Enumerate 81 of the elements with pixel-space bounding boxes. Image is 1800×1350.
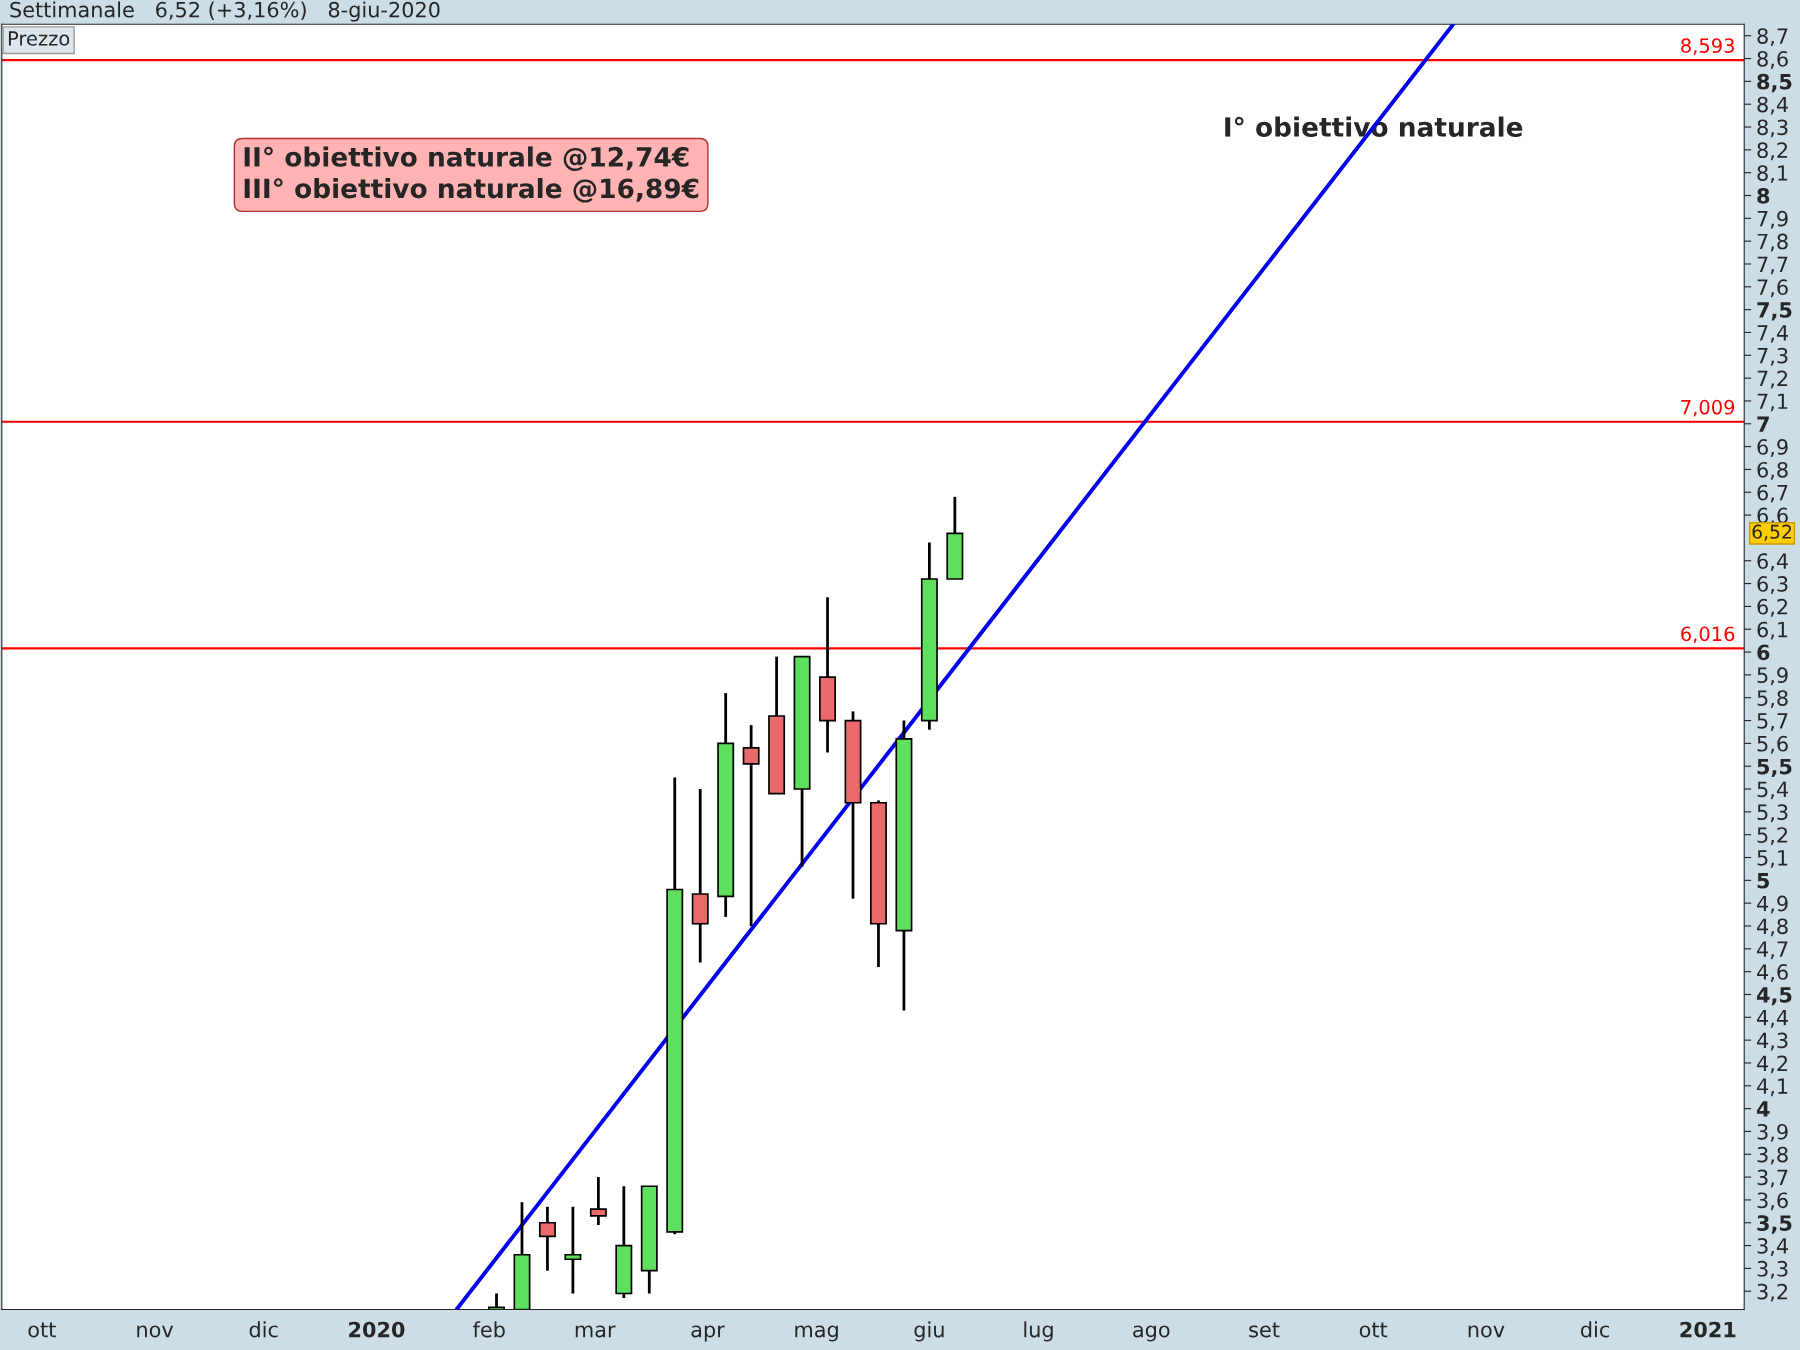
y-tick-label: 4,7: [1757, 941, 1788, 960]
y-tick-label: 4,5: [1756, 987, 1792, 1006]
x-tick-label: 2020: [349, 1321, 405, 1338]
y-tick-label: 8,5: [1757, 73, 1792, 93]
y-tick-label: 6,4: [1757, 553, 1788, 572]
y-tick-label: 3,9: [1757, 1123, 1788, 1142]
y-tick-label: 8,2: [1757, 142, 1788, 161]
x-tick-label: apr: [691, 1325, 725, 1342]
annotation: Prezzo: [8, 31, 70, 46]
y-tick-label: 8,4: [1757, 96, 1788, 115]
y-tick-label: 5,1: [1757, 850, 1788, 868]
y-tick-label: 5,3: [1757, 804, 1788, 823]
y-tick-label: 8,7: [1757, 28, 1788, 47]
y-tick-label: 6,9: [1757, 439, 1788, 457]
x-tick-label: dic: [249, 1321, 278, 1338]
y-tick-label: 5,8: [1757, 690, 1788, 709]
y-tick-label: 7,4: [1757, 325, 1788, 343]
x-tick-label: dic: [1580, 1321, 1609, 1338]
y-tick-label: 4,6: [1757, 964, 1788, 982]
candlestick: [742, 723, 760, 928]
ref-line-label: 7,009: [1681, 399, 1735, 417]
text: 6,52: [1752, 524, 1792, 541]
y-tick-label: 4,3: [1757, 1032, 1788, 1051]
y-tick-label: 7,7: [1757, 256, 1788, 275]
y-tick-label: 5,7: [1757, 713, 1788, 731]
y-tick-label: 7,5: [1757, 302, 1792, 321]
x-tick-label: ott: [1359, 1322, 1388, 1338]
x-tick-label: nov: [1468, 1325, 1505, 1338]
y-tick-label: 5,5: [1757, 758, 1792, 778]
y-tick-label: 3,7: [1757, 1169, 1788, 1188]
x-tick-label: set: [1249, 1322, 1280, 1338]
chart-title: Settimanale 6,52 (+3,16%) 8-giu-2020: [10, 1, 440, 22]
y-tick-label: 6,1: [1757, 621, 1788, 640]
y-tick-label: 3,6: [1757, 1192, 1788, 1211]
y-tick-label: 6,8: [1757, 461, 1788, 480]
x-tick-label: ott: [28, 1322, 56, 1338]
x-tick-label: nov: [137, 1325, 174, 1338]
y-tick-label: 5,6: [1757, 735, 1788, 754]
y-tick-label: 4: [1756, 1101, 1770, 1117]
y-tick-label: 4,1: [1757, 1078, 1788, 1097]
y-tick-label: 8,1: [1757, 165, 1788, 184]
candlestick: [564, 1205, 582, 1295]
y-tick-label: 3,8: [1757, 1146, 1788, 1165]
y-tick-label: 6: [1757, 644, 1770, 661]
x-tick-label: lug: [1024, 1321, 1053, 1342]
y-tick-label: 7,3: [1757, 347, 1788, 366]
y-tick-label: 5: [1757, 873, 1770, 889]
y-tick-label: 8,6: [1757, 50, 1788, 69]
y-tick-label: 4,4: [1757, 1010, 1788, 1028]
y-tick-label: 7,1: [1757, 393, 1788, 412]
x-tick-label: feb: [473, 1321, 505, 1338]
y-tick-label: 7,6: [1757, 279, 1788, 298]
candlestick: [538, 1205, 556, 1273]
ref-line-label: 8,593: [1681, 38, 1734, 55]
y-tick-label: 7: [1757, 416, 1769, 432]
y-tick-label: 6,7: [1757, 484, 1788, 503]
y-tick-label: 7,8: [1757, 233, 1788, 252]
y-tick-label: 3,3: [1757, 1260, 1788, 1279]
y-tick-label: 8,3: [1757, 119, 1788, 138]
y-tick-label: 3,5: [1757, 1215, 1792, 1234]
y-tick-label: 6,2: [1757, 598, 1788, 617]
y-tick-label: 4,8: [1757, 918, 1788, 937]
y-tick-label: 6,3: [1757, 576, 1788, 594]
candlestick: [589, 1175, 607, 1227]
y-tick-label: 3,2: [1757, 1283, 1788, 1302]
y-tick-label: 5,4: [1757, 781, 1788, 800]
y-tick-label: 5,9: [1757, 667, 1788, 686]
x-tick-label: mar: [575, 1325, 616, 1338]
x-tick-label: 2021: [1680, 1321, 1736, 1338]
ref-line-label: 6,016: [1681, 626, 1735, 644]
y-tick-label: 4,2: [1757, 1055, 1788, 1074]
x-tick-label: ago: [1133, 1325, 1170, 1342]
y-tick-label: 3,4: [1757, 1238, 1788, 1256]
y-tick-label: 7,2: [1757, 370, 1788, 389]
annotation: II° obiettivo naturale @12,74€ III° obiettivo naturale @16,89€: [244, 146, 699, 203]
y-tick-label: 7,9: [1757, 210, 1788, 229]
x-tick-label: giu: [914, 1321, 944, 1342]
y-tick-label: 4,9: [1757, 895, 1788, 914]
y-tick-label: 5,2: [1757, 827, 1788, 846]
y-tick-label: 8: [1757, 187, 1770, 204]
x-tick-label: mag: [795, 1325, 838, 1342]
